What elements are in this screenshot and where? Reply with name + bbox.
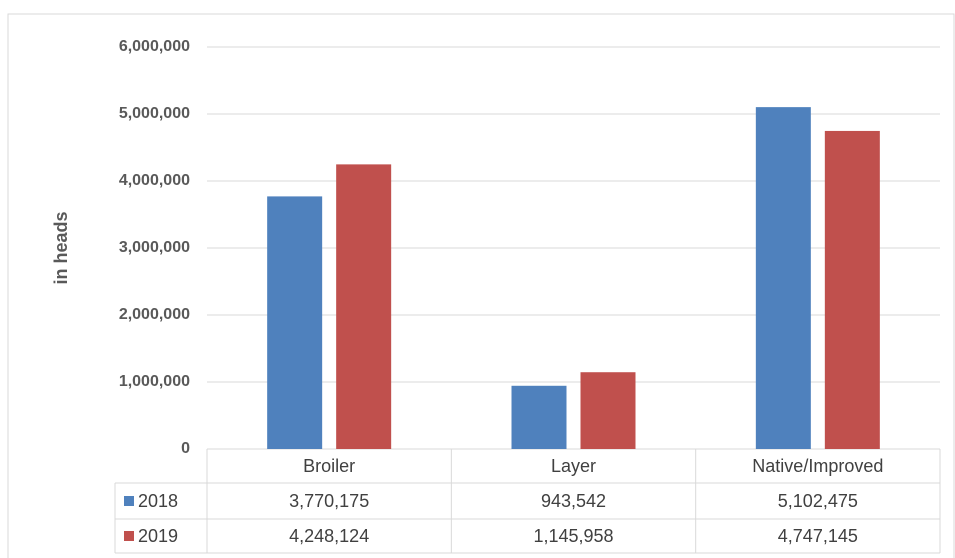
legend-swatch bbox=[124, 531, 134, 541]
table-value: 4,248,124 bbox=[289, 526, 369, 546]
bar bbox=[336, 164, 392, 450]
y-tick-label: 6,000,000 bbox=[119, 38, 190, 55]
table-value: 943,542 bbox=[541, 491, 606, 511]
y-tick-label: 5,000,000 bbox=[119, 105, 190, 122]
table-value: 5,102,475 bbox=[778, 491, 858, 511]
category-label: Layer bbox=[551, 456, 596, 476]
legend-label: 2019 bbox=[138, 526, 178, 546]
y-tick-label: 2,000,000 bbox=[119, 306, 190, 323]
y-tick-label: 1,000,000 bbox=[119, 373, 190, 390]
category-label: Broiler bbox=[303, 456, 355, 476]
table-value: 3,770,175 bbox=[289, 491, 369, 511]
category-label: Native/Improved bbox=[752, 456, 883, 476]
chart-border bbox=[7, 13, 955, 558]
y-tick-label: 0 bbox=[181, 440, 190, 457]
legend-label: 2018 bbox=[138, 491, 178, 511]
table-value: 4,747,145 bbox=[778, 526, 858, 546]
y-tick-label: 4,000,000 bbox=[119, 172, 190, 189]
legend-swatch bbox=[124, 496, 134, 506]
y-tick-label: 3,000,000 bbox=[119, 239, 190, 256]
table-value: 1,145,958 bbox=[533, 526, 613, 546]
bar bbox=[755, 107, 811, 449]
bar bbox=[511, 385, 567, 449]
y-axis-label: in heads bbox=[51, 211, 71, 284]
bar bbox=[824, 130, 880, 449]
bar bbox=[580, 372, 636, 449]
bar bbox=[267, 196, 323, 449]
